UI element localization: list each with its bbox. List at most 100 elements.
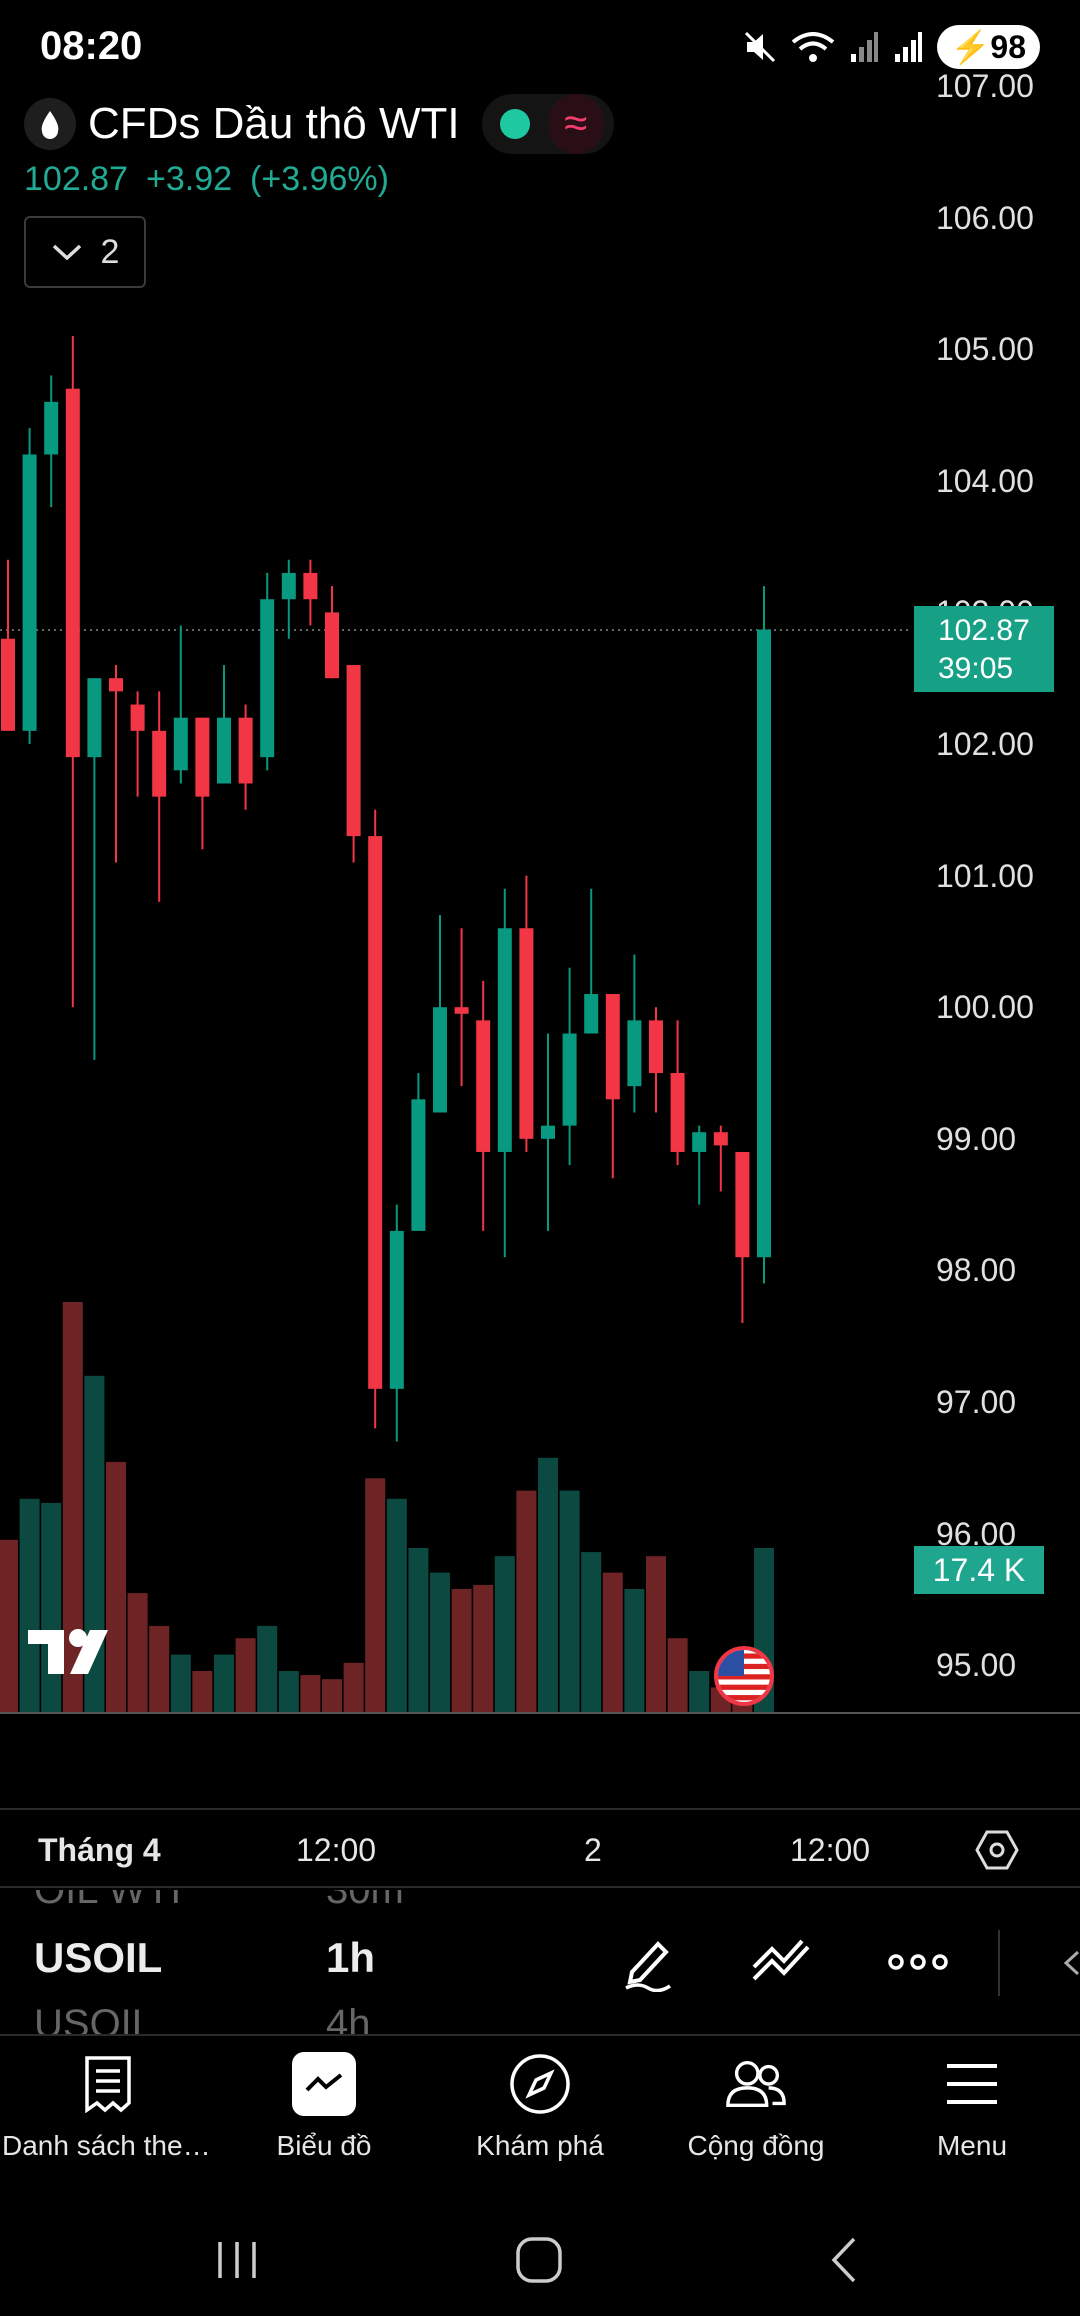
candle: [584, 888, 599, 1034]
volume-bar: [235, 1638, 256, 1712]
time-tick: 12:00: [296, 1832, 377, 1868]
candle: [87, 678, 102, 1060]
recent-apps-button[interactable]: [202, 2230, 272, 2290]
candle-body: [433, 1007, 447, 1113]
trend-tool-button[interactable]: [746, 1926, 818, 1998]
candle-body: [22, 454, 37, 731]
nav-menu[interactable]: Menu: [864, 2038, 1080, 2186]
candle: [692, 1125, 707, 1205]
volume-bar: [343, 1662, 364, 1712]
nav-chart[interactable]: Biểu đồ: [216, 2038, 432, 2186]
candle-body: [605, 994, 620, 1100]
candle-body: [627, 1020, 642, 1087]
candle: [217, 665, 231, 784]
signal-icon: [894, 32, 922, 62]
status-icons: ⚡98: [743, 24, 1040, 70]
candle-body: [1, 638, 15, 731]
signal-icon: [850, 32, 878, 62]
volume-bar: [0, 1539, 18, 1712]
volume-bar: [170, 1654, 191, 1712]
back-button[interactable]: [808, 2230, 878, 2290]
candlestick-chart[interactable]: [0, 0, 1080, 1720]
candle: [281, 559, 296, 639]
candle-body: [497, 928, 512, 1152]
symbol-picker-current[interactable]: USOIL: [34, 1934, 163, 1981]
candle: [389, 1204, 404, 1442]
volume-bar: [538, 1457, 558, 1712]
status-bar: 08:20 ⚡98: [0, 0, 1080, 90]
timeframe-picker-current[interactable]: 1h: [326, 1934, 376, 1981]
market-status-badge[interactable]: ≈: [481, 94, 614, 154]
candle-body: [670, 1073, 685, 1152]
candle: [627, 954, 642, 1113]
recents-icon: [218, 2242, 256, 2278]
chart-settings-icon[interactable]: [975, 1828, 1019, 1872]
last-price: 102.87: [24, 160, 128, 198]
candle: [173, 625, 188, 784]
nav-community[interactable]: Cộng đồng: [648, 2038, 864, 2186]
volume-bar: [581, 1552, 602, 1712]
symbol-header[interactable]: CFDs Dầu thô WTI ≈: [24, 94, 614, 154]
volume-bar: [646, 1556, 666, 1712]
volume-bar: [300, 1675, 321, 1712]
candle-body: [735, 1151, 750, 1258]
candle-body: [411, 1099, 426, 1231]
battery-level: 98: [990, 29, 1026, 65]
watchlist-icon: [76, 2052, 140, 2116]
volume-bar: [386, 1498, 407, 1712]
wave-icon: ≈: [547, 94, 604, 154]
candle-body: [713, 1132, 728, 1146]
us-flag-event-icon[interactable]: [714, 1646, 774, 1706]
chevron-left-icon[interactable]: [1058, 1948, 1080, 1978]
home-button[interactable]: [504, 2230, 574, 2290]
time-axis[interactable]: Tháng 4 12:00 2 12:00: [0, 1808, 1080, 1888]
candle-body: [757, 629, 771, 1258]
system-navigation: [0, 2200, 1080, 2316]
volume-bar: [516, 1490, 537, 1712]
volume-bar: [624, 1589, 645, 1712]
volume-bar: [451, 1589, 472, 1712]
trendline-icon: [752, 1939, 810, 1981]
more-icon: [888, 1954, 948, 1970]
candle-body: [325, 612, 339, 679]
candle: [562, 967, 577, 1166]
menu-icon: [940, 2052, 1004, 2116]
candle-body: [454, 1007, 469, 1014]
community-icon: [724, 2052, 788, 2116]
volume-bar: [559, 1490, 580, 1712]
timeframe-picker-prev[interactable]: 30m: [326, 1890, 404, 1912]
indicators-toggle-button[interactable]: 2: [24, 216, 146, 288]
volume-bar: [473, 1584, 494, 1712]
candle: [519, 875, 534, 1152]
drawing-tool-button[interactable]: [612, 1926, 684, 1998]
candle-body: [195, 717, 210, 797]
candle-body: [541, 1125, 555, 1139]
symbol-picker-next[interactable]: USOIL: [34, 2002, 155, 2036]
volume-bar: [192, 1671, 213, 1712]
volume-bar: [149, 1625, 170, 1712]
candle-body: [44, 401, 59, 455]
battery-indicator: ⚡98: [936, 25, 1040, 69]
volume-bar: [494, 1556, 515, 1712]
volume-bar: [689, 1671, 710, 1712]
volume-bar: [127, 1593, 148, 1712]
time-tick: 12:00: [790, 1832, 871, 1868]
volume-bar: [278, 1671, 299, 1712]
more-tools-button[interactable]: [882, 1926, 954, 1998]
symbol-picker-prev[interactable]: OIL WTI: [34, 1890, 182, 1912]
timeframe-picker-next[interactable]: 4h: [326, 2002, 371, 2036]
candle: [735, 1151, 750, 1324]
candle: [325, 586, 339, 679]
drop-icon: [24, 98, 76, 150]
bottom-navigation: Danh sách theo… Biểu đồ Khám phá Cộng đồ…: [0, 2038, 1080, 2186]
home-icon: [516, 2237, 562, 2283]
symbol-name[interactable]: CFDs Dầu thô WTI: [88, 99, 460, 148]
nav-watchlist[interactable]: Danh sách theo…: [0, 2038, 216, 2186]
candle-body: [389, 1230, 404, 1389]
candle-body: [152, 730, 167, 797]
last-price-tag: 102.87 39:05: [914, 606, 1054, 692]
last-price-value: 102.87: [938, 614, 1030, 647]
candle: [605, 994, 620, 1179]
nav-explore[interactable]: Khám phá: [432, 2038, 648, 2186]
volume-bar: [430, 1572, 450, 1712]
